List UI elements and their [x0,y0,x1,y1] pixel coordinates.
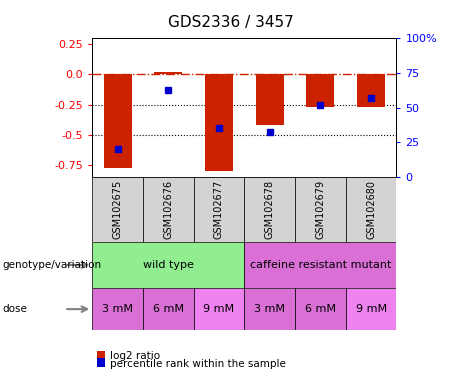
Text: GSM102680: GSM102680 [366,180,376,239]
Bar [143,288,194,330]
Text: dose: dose [2,304,27,314]
Text: 3 mM: 3 mM [102,304,133,314]
Text: GSM102679: GSM102679 [315,180,325,239]
Bar [244,288,295,330]
Text: GSM102677: GSM102677 [214,180,224,239]
Text: GDS2336 / 3457: GDS2336 / 3457 [168,15,293,30]
Text: GSM102678: GSM102678 [265,180,275,239]
Bar [104,74,131,168]
Text: GSM102676: GSM102676 [163,180,173,239]
Bar [244,177,295,242]
Text: GSM102675: GSM102675 [112,180,123,239]
Bar [92,242,244,288]
Text: 3 mM: 3 mM [254,304,285,314]
Text: 6 mM: 6 mM [153,304,184,314]
Text: 6 mM: 6 mM [305,304,336,314]
Bar [256,74,284,125]
Bar [357,74,385,107]
Bar [346,177,396,242]
Bar [194,288,244,330]
Bar [194,177,244,242]
Text: percentile rank within the sample: percentile rank within the sample [110,359,286,369]
Bar [92,288,143,330]
Bar [143,177,194,242]
Text: caffeine resistant mutant: caffeine resistant mutant [250,260,391,270]
Bar [244,242,396,288]
Text: 9 mM: 9 mM [203,304,235,314]
Text: 9 mM: 9 mM [355,304,387,314]
Bar [346,288,396,330]
Text: wild type: wild type [143,260,194,270]
Bar [205,74,233,170]
Text: log2 ratio: log2 ratio [110,351,160,361]
Bar [154,72,182,74]
Bar [92,177,143,242]
Bar [295,288,346,330]
Bar [295,177,346,242]
Text: genotype/variation: genotype/variation [2,260,101,270]
Bar [307,74,334,107]
